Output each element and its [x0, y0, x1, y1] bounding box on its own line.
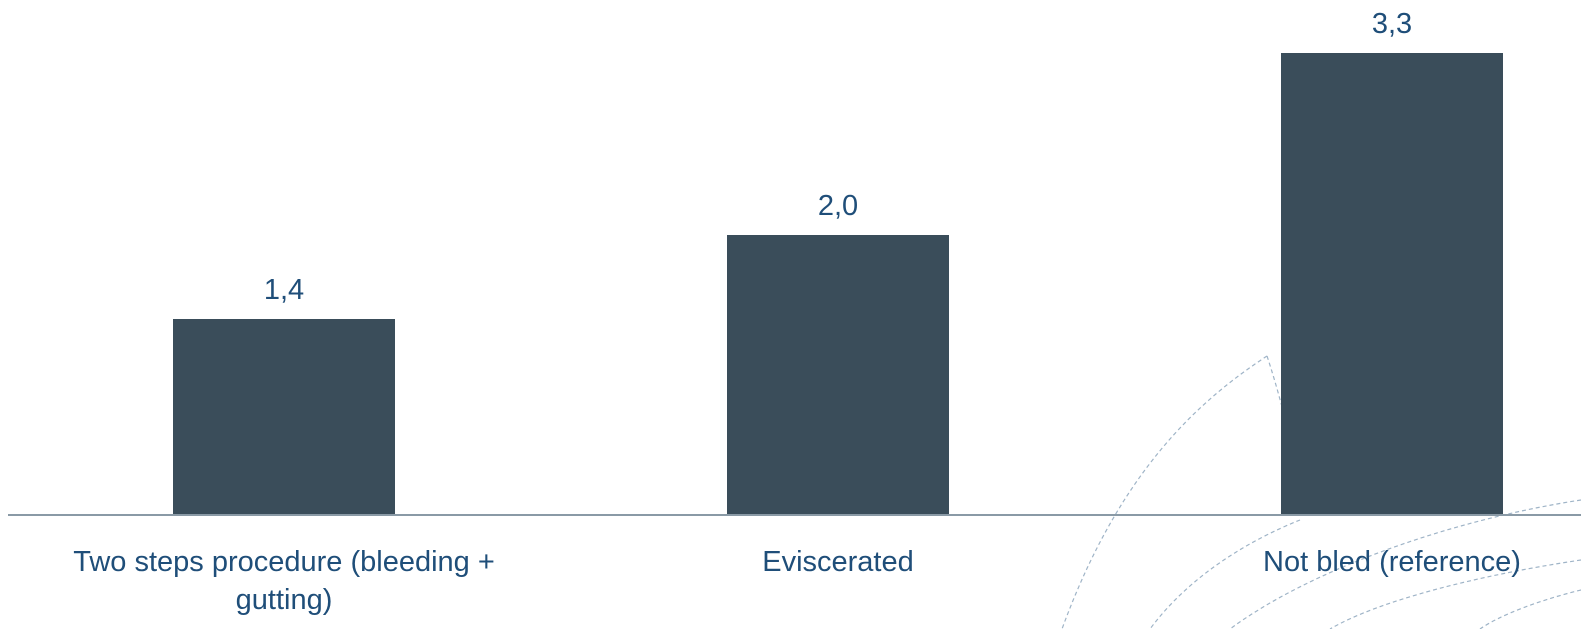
category-label-1: Two steps procedure (bleeding + gutting)	[73, 546, 495, 616]
value-label-2: 2,0	[818, 190, 858, 222]
category-label-line: gutting)	[236, 584, 333, 616]
category-label-line: Two steps procedure (bleeding +	[73, 546, 495, 578]
category-label-3: Not bled (reference)	[1263, 546, 1521, 578]
category-label-line: Eviscerated	[762, 546, 914, 578]
bar-3	[1281, 53, 1503, 515]
category-label-2: Eviscerated	[762, 546, 914, 578]
value-label-3: 3,3	[1372, 8, 1412, 40]
category-labels-group: Two steps procedure (bleeding + gutting) E…	[73, 546, 1521, 616]
decorative-dashed-arcs	[1061, 355, 1581, 629]
category-label-line: Not bled (reference)	[1263, 546, 1521, 578]
value-labels-group: 1,4 2,0 3,3	[264, 8, 1412, 306]
bar-1	[173, 319, 395, 515]
value-label-1: 1,4	[264, 274, 304, 306]
bar-2	[727, 235, 949, 515]
bars-group	[173, 53, 1503, 515]
